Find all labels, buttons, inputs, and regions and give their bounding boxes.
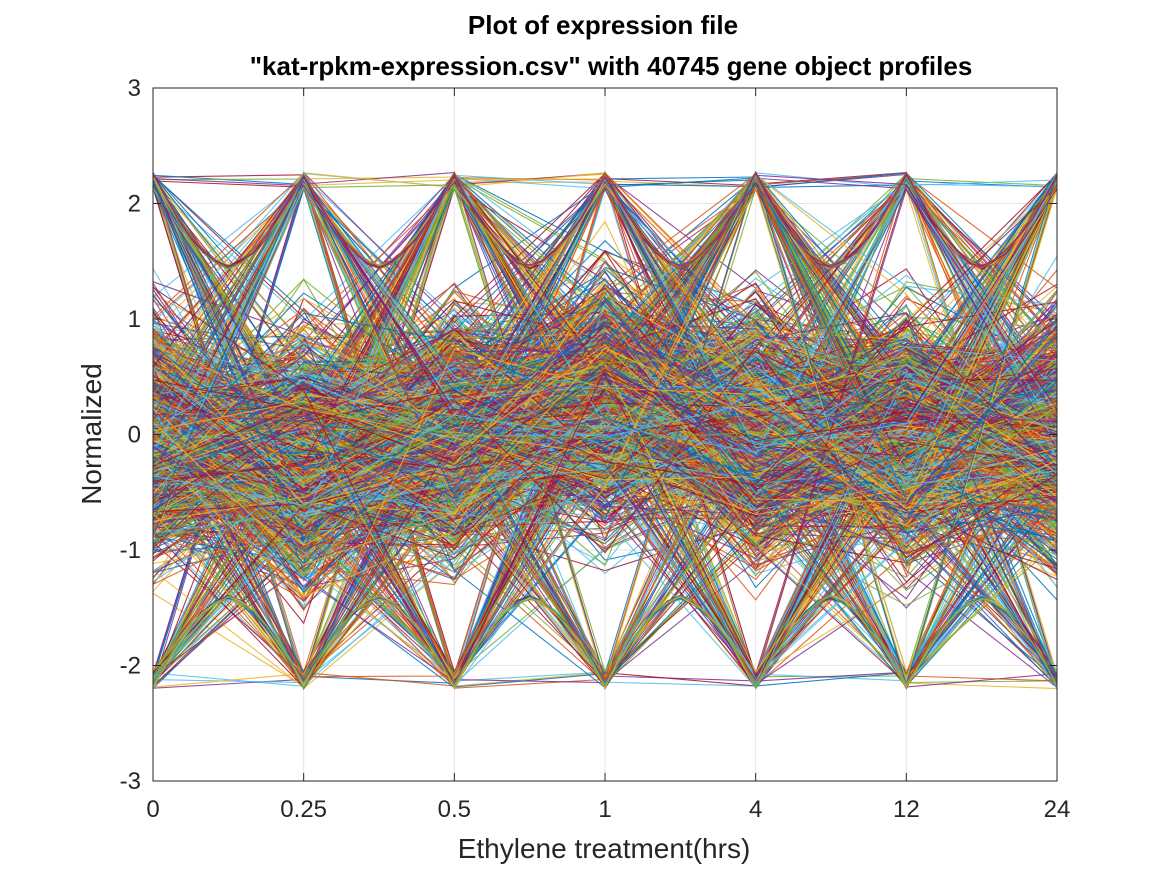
profile-line: [152, 368, 1058, 680]
y-tick-label: -3: [120, 768, 141, 795]
y-tick-label: 1: [128, 306, 141, 333]
x-tick-label: 1: [598, 796, 611, 823]
profile-line: [152, 183, 1058, 522]
profile-line: [152, 178, 1058, 481]
y-tick-label: 0: [128, 422, 141, 449]
profile-line: [152, 178, 1058, 675]
profile-line: [152, 360, 1058, 541]
profile-line: [152, 183, 1058, 476]
profile-line: [152, 329, 1058, 450]
x-tick-label: 4: [749, 796, 762, 823]
y-tick-labels: -3 -2 -1 0 1 2 3: [120, 75, 141, 795]
profile-line: [152, 356, 1058, 548]
profile-line: [152, 177, 1058, 449]
profile-line: [152, 181, 1058, 564]
profile-line: [152, 183, 1058, 518]
profile-line: [152, 350, 1058, 677]
profile-line: [152, 188, 1058, 489]
profile-line: [152, 331, 1058, 502]
profile-line: [152, 312, 1058, 531]
profile-line: [152, 348, 1058, 683]
x-tick-label: 24: [1044, 796, 1071, 823]
profile-line: [152, 321, 1058, 485]
profile-line: [152, 346, 1058, 515]
profile-line: [152, 172, 1058, 565]
profile-line: [152, 294, 1058, 510]
chart-title-line1: Plot of expression file: [468, 10, 738, 40]
profile-line: [152, 338, 1058, 470]
y-tick-label: 2: [128, 191, 141, 218]
envelope-line: [152, 595, 1058, 690]
profile-line: [152, 336, 1058, 503]
x-tick-label: 0.25: [280, 796, 327, 823]
profile-line: [152, 390, 1058, 471]
profile-line: [152, 186, 1058, 510]
profile-lines: [152, 170, 1058, 690]
profile-line: [152, 319, 1058, 504]
profile-line: [152, 175, 1058, 681]
profile-line: [152, 325, 1058, 508]
profile-line: [152, 186, 1058, 503]
profile-line: [152, 395, 1058, 518]
profile-line: [152, 372, 1058, 675]
profile-line: [152, 179, 1058, 521]
profile-line: [152, 188, 1058, 686]
profile-line: [152, 184, 1058, 522]
x-tick-labels: 0 0.25 0.5 1 4 12 24: [146, 796, 1070, 823]
profile-line: [152, 314, 1058, 501]
profile-line: [152, 177, 1057, 578]
profile-line: [152, 174, 1058, 545]
profile-line: [152, 250, 1058, 491]
profile-line: [152, 307, 1058, 678]
envelope-line: [152, 171, 1058, 269]
x-tick-label: 0: [146, 796, 159, 823]
profile-line: [152, 295, 1058, 521]
envelope-line: [152, 594, 1058, 690]
profile-line: [152, 299, 1058, 554]
profile-line: [152, 171, 1058, 517]
profile-line: [152, 401, 1058, 506]
profile-line: [152, 348, 1058, 676]
profile-line: [152, 431, 1058, 522]
profile-line: [152, 173, 1058, 676]
profile-line: [152, 373, 1058, 481]
profile-line: [152, 350, 1058, 512]
y-tick-label: -1: [120, 537, 141, 564]
profile-line: [152, 337, 1058, 532]
x-tick-label: 0.5: [438, 796, 471, 823]
profile-line: [152, 292, 1058, 499]
profile-line: [152, 182, 1058, 486]
y-tick-label: 3: [128, 75, 141, 102]
profile-line: [152, 323, 1058, 586]
profile-line: [152, 321, 1058, 678]
axes-frame: [152, 87, 1058, 782]
y-tick-label: -2: [120, 653, 141, 680]
profile-line: [152, 291, 1058, 469]
x-tick-label: 12: [893, 796, 920, 823]
profile-line: [152, 347, 1058, 566]
chart-title-line2: "kat-rpkm-expression.csv" with 40745 gen…: [250, 51, 973, 81]
profile-line: [152, 172, 1058, 541]
profile-line: [152, 362, 1058, 467]
profile-line: [152, 346, 1058, 559]
profile-line: [152, 400, 1058, 677]
profile-line: [152, 186, 1058, 682]
profile-line: [152, 321, 1058, 485]
y-axis-label: Normalized: [76, 363, 107, 505]
x-axis-label: Ethylene treatment(hrs): [458, 833, 751, 864]
